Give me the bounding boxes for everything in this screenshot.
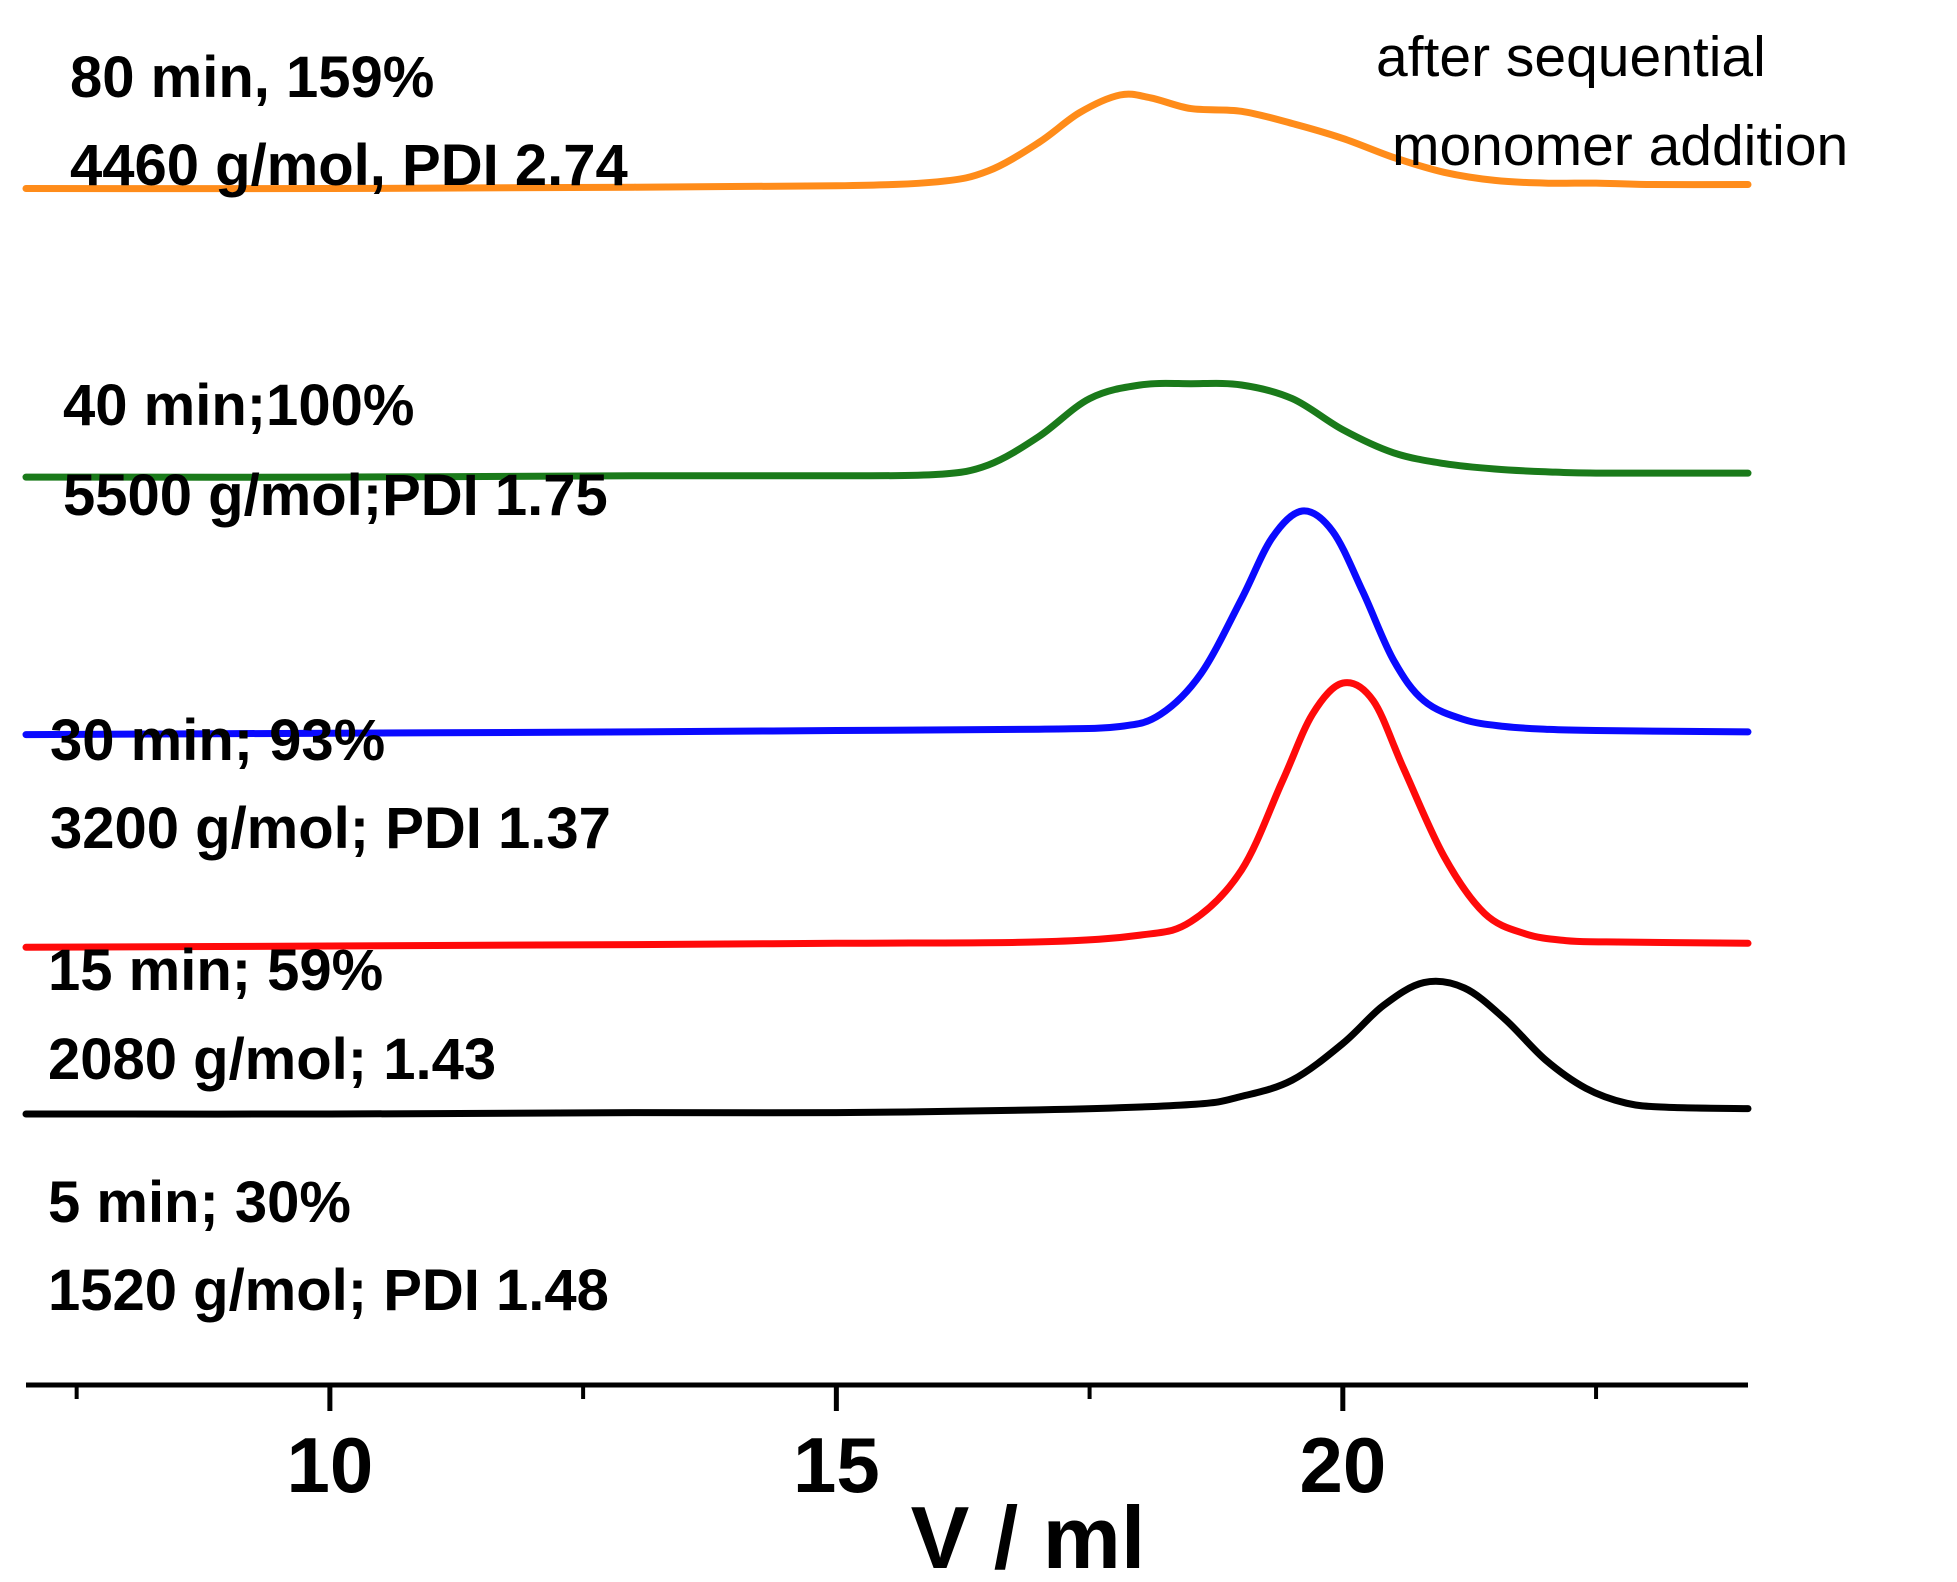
x-tick-label-10: 10	[286, 1421, 373, 1509]
series-label-40-min-line-1: 40 min;100%	[63, 373, 414, 438]
series-label-80-min-line-1: 80 min, 159%	[70, 45, 434, 110]
x-axis-ticks: 10 15 20	[74, 1385, 1599, 1509]
series-label-80-min-line-2: 4460 g/mol, PDI 2.74	[70, 133, 628, 198]
x-axis-title: V / ml	[911, 1488, 1146, 1582]
x-tick-label-15: 15	[793, 1421, 880, 1509]
series-line-30-min	[22, 507, 1752, 739]
series-label-5-min-line-2: 1520 g/mol; PDI 1.48	[48, 1258, 609, 1323]
series-label-15-min-line-1: 15 min; 59%	[48, 938, 383, 1003]
series-line-5-min	[22, 977, 1752, 1118]
series-label-5-min-line-1: 5 min; 30%	[48, 1170, 351, 1235]
series-label-layer: 80 min, 159% 4460 g/mol, PDI 2.74 40 min;1…	[48, 45, 628, 1323]
note-line-2: monomer addition	[1392, 114, 1848, 178]
x-tick-label-20: 20	[1299, 1421, 1386, 1509]
series-layer	[22, 90, 1752, 1118]
series-label-30-min-line-1: 30 min; 93%	[50, 708, 385, 773]
series-label-15-min-line-2: 2080 g/mol; 1.43	[48, 1027, 496, 1092]
series-label-40-min-line-2: 5500 g/mol;PDI 1.75	[63, 463, 608, 528]
series-line-80-min	[22, 90, 1752, 193]
series-label-30-min-line-2: 3200 g/mol; PDI 1.37	[50, 796, 611, 861]
series-line-40-min	[22, 379, 1752, 481]
note-line-1: after sequential	[1376, 25, 1766, 89]
series-line-15-min	[22, 679, 1752, 951]
